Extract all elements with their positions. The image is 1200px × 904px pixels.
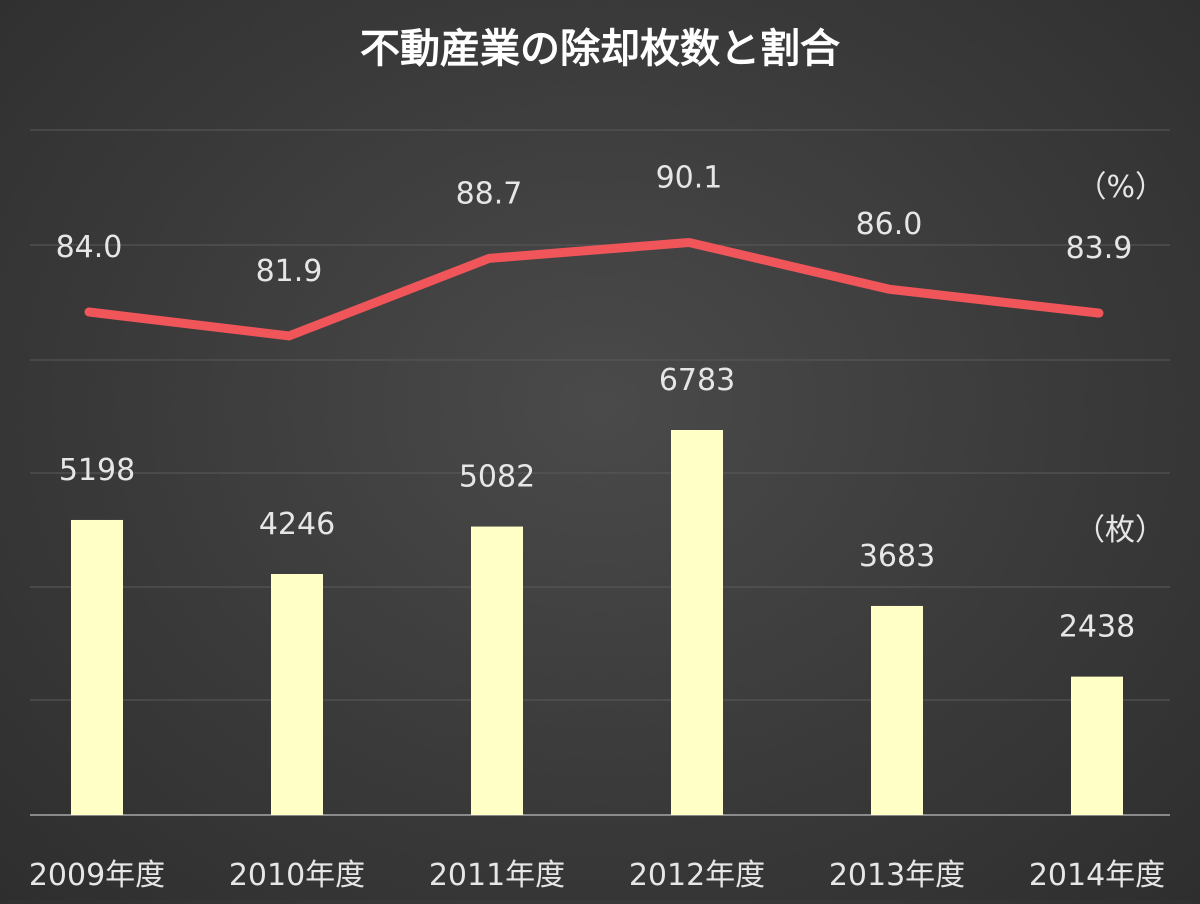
percentage-line (89, 242, 1099, 335)
x-axis-tick-labels: 2009年度 2010年度 2011年度 2012年度 2013年度 2014年度 (29, 858, 1165, 893)
bar-2010年度 (271, 574, 323, 815)
bar-series (71, 430, 1123, 815)
bar-value-label: 3683 (859, 539, 935, 574)
line-data-labels: 84.0 81.9 88.7 90.1 86.0 83.9 (56, 160, 1133, 288)
chart-title: 不動産業の除却枚数と割合 (360, 26, 840, 72)
bar-value-label: 6783 (659, 363, 735, 398)
line-value-label: 86.0 (856, 207, 923, 242)
x-tick-label: 2012年度 (629, 858, 765, 893)
line-value-label: 88.7 (456, 176, 523, 211)
gridlines (30, 130, 1170, 815)
bar-2014年度 (1071, 677, 1123, 815)
bar-2009年度 (71, 520, 123, 815)
line-unit-label: （%） (1076, 170, 1165, 205)
bar-value-label: 5082 (459, 460, 535, 495)
bar-unit-label: （枚） (1075, 513, 1165, 548)
x-tick-label: 2010年度 (229, 858, 365, 893)
bar-data-labels: 5198 4246 5082 6783 3683 2438 (59, 363, 1135, 645)
line-value-label: 81.9 (256, 254, 323, 289)
bar-value-label: 5198 (59, 453, 135, 488)
bar-2011年度 (471, 527, 523, 815)
x-tick-label: 2014年度 (1029, 858, 1165, 893)
bar-2013年度 (871, 606, 923, 815)
line-value-label: 83.9 (1066, 231, 1133, 266)
line-value-label: 84.0 (56, 230, 123, 265)
bar-value-label: 2438 (1059, 610, 1135, 645)
x-tick-label: 2011年度 (429, 858, 565, 893)
bar-2012年度 (671, 430, 723, 815)
line-series (89, 242, 1099, 336)
x-tick-label: 2009年度 (29, 858, 165, 893)
bar-value-label: 4246 (259, 507, 335, 542)
line-value-label: 90.1 (656, 160, 723, 195)
x-tick-label: 2013年度 (829, 858, 965, 893)
